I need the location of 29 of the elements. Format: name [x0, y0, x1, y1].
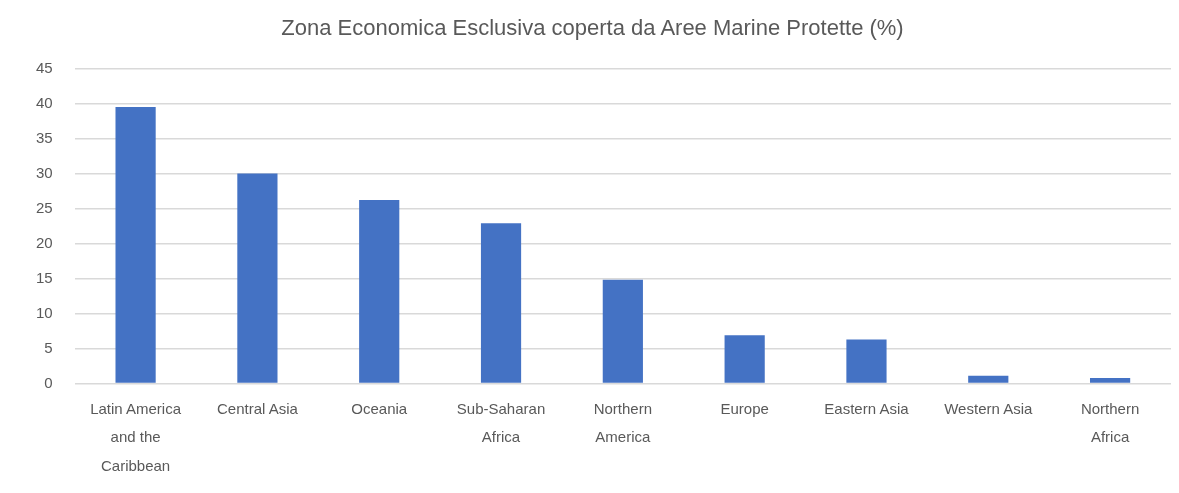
x-tick-label: Western Asia — [944, 399, 1033, 417]
y-tick-label: 15 — [36, 268, 53, 286]
bar — [724, 335, 765, 383]
x-tick-label: Sub-Saharan Africa — [456, 399, 546, 446]
bar — [1089, 377, 1131, 383]
y-tick-label: 0 — [44, 373, 53, 391]
bar — [968, 375, 1009, 383]
x-tick-label: Northern Africa — [1080, 399, 1140, 446]
bar — [602, 279, 643, 383]
x-tick-label: Latin America and the Caribbean — [90, 399, 182, 474]
y-tick-label: 40 — [36, 93, 53, 111]
bar — [115, 106, 156, 383]
y-tick-label: 35 — [36, 128, 53, 146]
bar — [237, 173, 278, 383]
x-tick-label: Eastern Asia — [824, 399, 910, 417]
bar — [846, 339, 887, 383]
chart-title: Zona Economica Esclusiva coperta da Aree Marine Protette (%) — [281, 15, 904, 41]
y-tick-label: 10 — [36, 303, 53, 321]
y-tick-label: 45 — [36, 58, 53, 76]
y-tick-label: 5 — [44, 338, 53, 356]
y-tick-label: 30 — [36, 163, 53, 181]
x-tick-label: Oceania — [351, 399, 408, 417]
y-tick-label: 25 — [36, 198, 53, 216]
x-tick-label: Central Asia — [216, 399, 299, 417]
x-tick-label: Northern America — [593, 399, 653, 446]
y-tick-label: 20 — [36, 233, 53, 251]
x-tick-label: Europe — [720, 399, 769, 417]
bar — [359, 200, 400, 383]
bar — [480, 223, 522, 383]
